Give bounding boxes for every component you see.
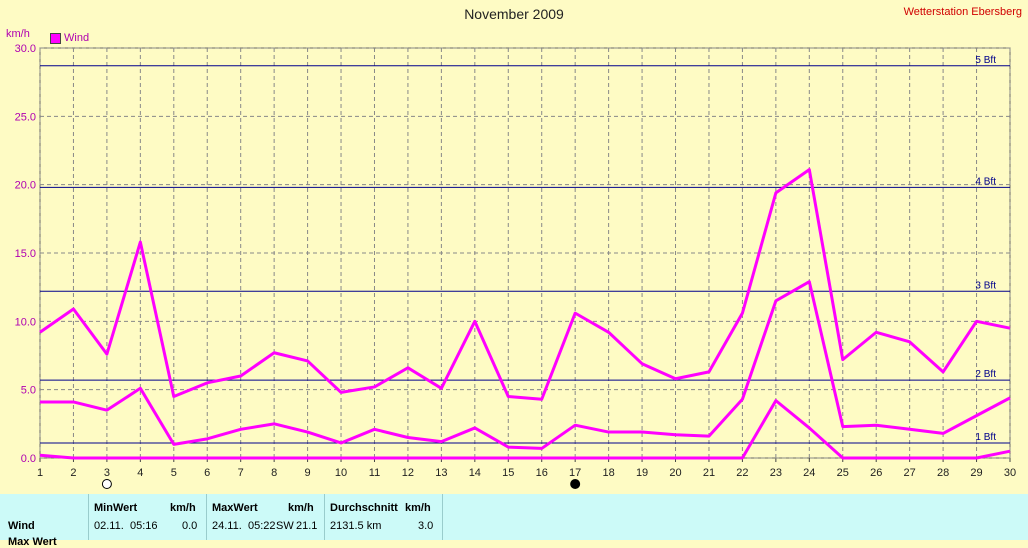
beaufort-label: 3 Bft <box>975 280 996 291</box>
x-tick-label: 19 <box>636 467 648 479</box>
x-tick-label: 21 <box>703 467 715 479</box>
x-tick-label: 18 <box>602 467 614 479</box>
x-tick-label: 17 <box>569 467 581 479</box>
y-axis-unit: km/h <box>6 28 30 40</box>
x-tick-label: 11 <box>369 467 380 479</box>
max-header: MaxWert <box>212 502 258 514</box>
y-tick-label: 10.0 <box>15 316 36 328</box>
x-tick-label: 6 <box>204 467 210 479</box>
full-moon-icon <box>101 479 112 489</box>
avg-unit: km/h <box>405 502 431 514</box>
summary-row-label-2: Max Wert <box>8 536 57 548</box>
x-tick-label: 27 <box>904 467 916 479</box>
x-tick-label: 23 <box>770 467 782 479</box>
x-tick-label: 5 <box>171 467 177 479</box>
avg-total: 2131.5 km <box>330 520 382 532</box>
avg-header: Durchschnitt <box>330 502 398 514</box>
y-tick-label: 25.0 <box>15 111 36 123</box>
wind-series-line <box>40 280 1011 450</box>
beaufort-label: 2 Bft <box>975 369 996 380</box>
summary-divider <box>206 494 207 540</box>
y-tick-label: 5.0 <box>21 385 36 397</box>
x-tick-label: 24 <box>803 467 815 479</box>
summary-divider <box>442 494 443 540</box>
x-tick-label: 7 <box>238 467 244 479</box>
min-time: 05:16 <box>130 520 158 532</box>
min-unit: km/h <box>170 502 196 514</box>
x-tick-label: 3 <box>104 467 110 479</box>
beaufort-label: 4 Bft <box>975 176 996 187</box>
wind-chart: 1 2 3 4 5 6 7 8 9 10 11 12 13 14 15 16 17 18 19 20 21 22 23 24 2… <box>15 43 1016 489</box>
x-tick-label: 12 <box>402 467 414 479</box>
x-tick-label: 9 <box>305 467 311 479</box>
summary-divider <box>88 494 89 540</box>
beaufort-label: 1 Bft <box>975 432 996 443</box>
station-name: Wetterstation Ebersberg <box>903 6 1022 18</box>
beaufort-label: 5 Bft <box>975 55 996 66</box>
x-tick-label: 30 <box>1004 467 1016 479</box>
x-tick-label: 28 <box>937 467 949 479</box>
x-tick-label: 10 <box>335 467 347 479</box>
x-tick-label: 26 <box>870 467 882 479</box>
legend-label: Wind <box>64 32 90 44</box>
x-tick-label: 15 <box>502 467 514 479</box>
max-value: 21.1 <box>296 520 318 532</box>
x-tick-label: 20 <box>669 467 681 479</box>
x-tick-label: 14 <box>469 467 481 479</box>
min-value: 0.0 <box>182 520 198 532</box>
x-tick-label: 8 <box>271 467 277 479</box>
chart-title: November 2009 <box>464 6 564 22</box>
y-tick-label: 30.0 <box>15 43 36 55</box>
y-tick-label: 15.0 <box>15 248 36 260</box>
avg-value: 3.0 <box>418 520 434 532</box>
x-tick-label: 4 <box>137 467 143 479</box>
summary-row-label: Wind <box>8 520 35 532</box>
new-moon-icon <box>570 479 581 489</box>
max-unit: km/h <box>288 502 314 514</box>
x-tick-label: 2 <box>70 467 76 479</box>
max-direction: SW <box>276 520 294 532</box>
legend-swatch <box>50 32 61 44</box>
y-tick-label: 20.0 <box>15 180 36 192</box>
summary-divider <box>324 494 325 540</box>
wind-series-line <box>39 168 1011 401</box>
legend: Wind <box>50 32 89 44</box>
x-tick-label: 16 <box>536 467 548 479</box>
max-time: 05:22 <box>248 520 276 532</box>
x-tick-label: 29 <box>970 467 982 479</box>
min-date: 02.11. <box>94 520 124 532</box>
min-header: MinWert <box>94 502 138 514</box>
x-tick-label: 25 <box>837 467 849 479</box>
y-tick-label: 0.0 <box>21 453 36 465</box>
x-tick-label: 13 <box>435 467 447 479</box>
summary-table: Wind MinWert km/h 02.11. 05:16 0.0 MaxWe… <box>0 494 1028 548</box>
x-tick-label: 22 <box>736 467 748 479</box>
wind-series-line <box>39 399 1011 460</box>
max-date: 24.11. <box>212 520 242 532</box>
x-tick-label: 1 <box>37 467 43 479</box>
